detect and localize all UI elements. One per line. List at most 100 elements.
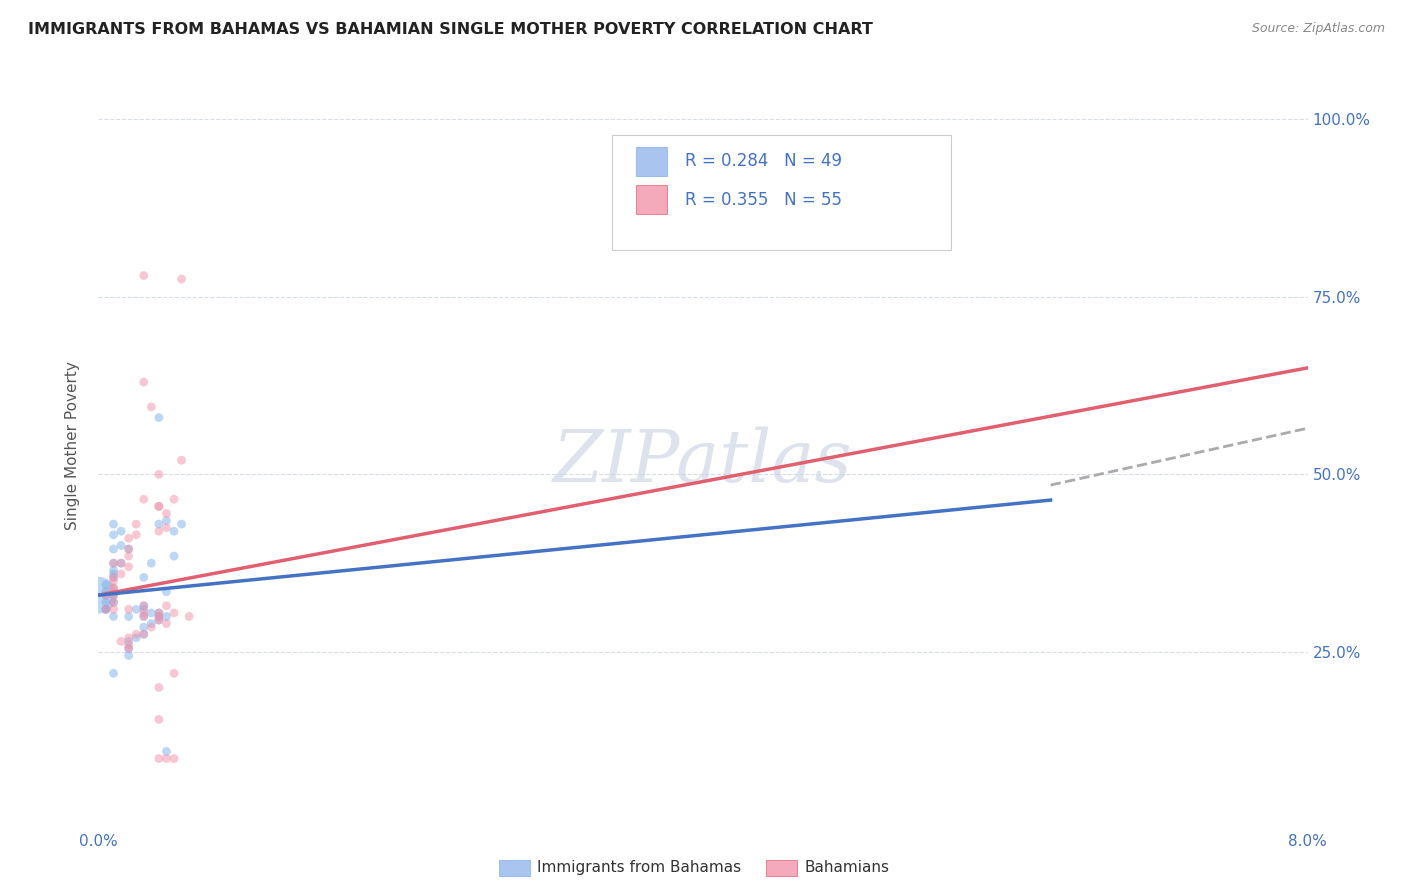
Point xyxy=(103,588,125,602)
Point xyxy=(155,584,177,599)
Point xyxy=(94,602,117,616)
Point xyxy=(155,609,177,624)
Point xyxy=(118,634,141,648)
Point xyxy=(125,602,148,616)
Point xyxy=(148,410,170,425)
Point xyxy=(103,528,125,542)
Point xyxy=(148,613,170,627)
Point xyxy=(110,556,132,570)
Point xyxy=(118,559,141,574)
Point xyxy=(148,681,170,695)
Point xyxy=(132,599,155,613)
Point xyxy=(155,616,177,631)
Point xyxy=(132,609,155,624)
Point xyxy=(141,616,163,631)
Point xyxy=(170,272,193,286)
Point xyxy=(163,606,186,620)
FancyBboxPatch shape xyxy=(637,147,666,176)
Point xyxy=(170,453,193,467)
Point xyxy=(94,588,117,602)
Point xyxy=(132,570,155,584)
Point xyxy=(110,634,132,648)
Y-axis label: Single Mother Poverty: Single Mother Poverty xyxy=(65,361,80,531)
Point xyxy=(132,599,155,613)
Point xyxy=(103,556,125,570)
Point xyxy=(148,609,170,624)
Point xyxy=(148,517,170,532)
Point xyxy=(118,641,141,656)
Point xyxy=(118,602,141,616)
Point xyxy=(94,577,117,591)
Point xyxy=(148,524,170,539)
Point xyxy=(103,563,125,577)
Point xyxy=(110,566,132,581)
Point xyxy=(163,492,186,507)
Point xyxy=(103,574,125,588)
Point xyxy=(132,627,155,641)
Point xyxy=(132,609,155,624)
Point xyxy=(103,595,125,609)
Point xyxy=(132,606,155,620)
Point xyxy=(148,613,170,627)
Point xyxy=(141,400,163,414)
Point xyxy=(141,556,163,570)
Point xyxy=(163,549,186,563)
Point xyxy=(148,500,170,514)
Point xyxy=(155,514,177,528)
Point xyxy=(94,595,117,609)
Point xyxy=(87,588,110,602)
Point xyxy=(155,599,177,613)
Point xyxy=(163,751,186,765)
Point xyxy=(125,517,148,532)
Point xyxy=(148,609,170,624)
Point xyxy=(148,606,170,620)
Point xyxy=(103,588,125,602)
Point xyxy=(132,620,155,634)
Point xyxy=(103,556,125,570)
Point xyxy=(110,556,132,570)
Point xyxy=(103,602,125,616)
Point xyxy=(125,528,148,542)
Point xyxy=(155,521,177,535)
Point xyxy=(179,609,201,624)
Point xyxy=(110,538,132,552)
Point xyxy=(110,524,132,539)
Point xyxy=(148,713,170,727)
Text: R = 0.355   N = 55: R = 0.355 N = 55 xyxy=(685,191,842,209)
Point xyxy=(118,641,141,656)
Point xyxy=(103,666,125,681)
Point xyxy=(94,602,117,616)
Text: Bahamians: Bahamians xyxy=(804,861,889,875)
Point xyxy=(118,549,141,563)
Point xyxy=(141,620,163,634)
Point xyxy=(118,541,141,556)
Point xyxy=(118,532,141,546)
Point xyxy=(155,751,177,765)
Point xyxy=(103,570,125,584)
Point xyxy=(148,751,170,765)
Text: ZIPatlas: ZIPatlas xyxy=(553,426,853,497)
Point xyxy=(103,595,125,609)
Point xyxy=(132,492,155,507)
Point xyxy=(170,517,193,532)
Point xyxy=(132,602,155,616)
FancyBboxPatch shape xyxy=(613,136,950,251)
Point xyxy=(155,744,177,758)
Point xyxy=(103,541,125,556)
Point xyxy=(94,588,117,602)
Text: Source: ZipAtlas.com: Source: ZipAtlas.com xyxy=(1251,22,1385,36)
Point xyxy=(148,500,170,514)
Point xyxy=(118,609,141,624)
FancyBboxPatch shape xyxy=(637,186,666,214)
Text: Immigrants from Bahamas: Immigrants from Bahamas xyxy=(537,861,741,875)
Point xyxy=(103,609,125,624)
Point xyxy=(103,517,125,532)
Point xyxy=(103,581,125,595)
Point xyxy=(132,268,155,283)
Point xyxy=(163,666,186,681)
Point xyxy=(163,524,186,539)
Point xyxy=(103,566,125,581)
Point xyxy=(118,648,141,663)
Point xyxy=(94,602,117,616)
Point xyxy=(148,606,170,620)
